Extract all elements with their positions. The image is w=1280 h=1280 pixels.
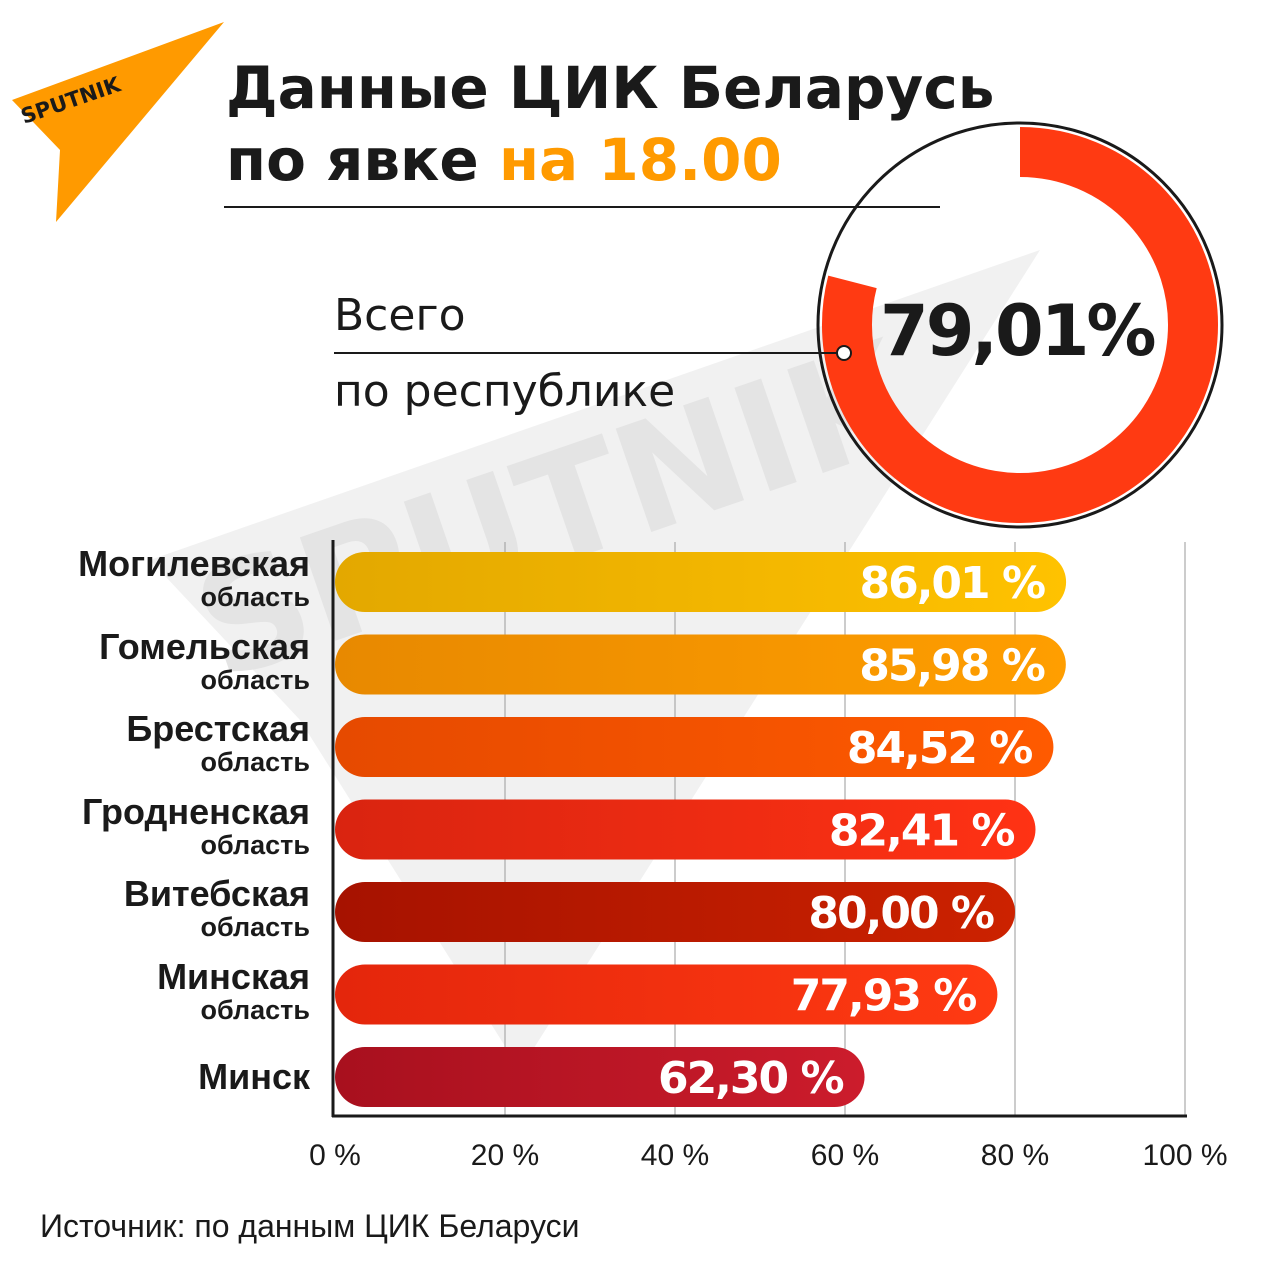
region-label: Брестская область: [126, 708, 310, 778]
region-sub: область: [200, 747, 310, 777]
sputnik-logo: SPUTNIK: [12, 22, 224, 222]
x-tick-label: 20 %: [471, 1139, 539, 1172]
region-sub: область: [200, 912, 310, 942]
x-tick-label: 60 %: [811, 1139, 879, 1172]
source-note: Источник: по данным ЦИК Беларуси: [40, 1208, 580, 1244]
x-tick-label: 40 %: [641, 1139, 709, 1172]
bar-2: [335, 634, 1066, 695]
bar-value-label: 85,98 %: [859, 641, 1044, 692]
x-tick-label: 100 %: [1142, 1139, 1227, 1172]
title-line-1: Данные ЦИК Беларусь: [226, 54, 995, 122]
bar-3: [335, 717, 1054, 777]
logo-shape-icon: [12, 22, 224, 222]
total-label-rule: [334, 352, 838, 354]
region-name: Минск: [198, 1056, 310, 1097]
title-underline: [224, 206, 940, 208]
region-label: Минск: [198, 1059, 310, 1095]
bar-value-label: 82,41 %: [829, 806, 1014, 857]
bar-value-label: 62,30 %: [658, 1053, 843, 1104]
title-line-2-accent: на 18.00: [498, 126, 782, 194]
bar-value-label: 80,00 %: [808, 888, 993, 939]
region-sub: область: [200, 582, 310, 612]
region-sub: область: [200, 664, 310, 695]
x-tick-label: 0 %: [309, 1139, 361, 1172]
x-tick-label: 80 %: [981, 1139, 1049, 1172]
region-name: Могилевская: [78, 543, 310, 584]
total-label-line-1: Всего: [334, 290, 466, 341]
region-name: Гомельская: [99, 625, 310, 667]
region-name: Витебская: [123, 873, 310, 914]
region-sub: область: [200, 829, 310, 860]
page-title: Данные ЦИК Беларусь по явке на 18.00: [226, 52, 994, 196]
region-label: Минская область: [157, 955, 310, 1025]
region-label: Витебская область: [123, 873, 310, 943]
region-name: Минская: [157, 955, 310, 997]
bar-6: [335, 964, 998, 1025]
region-label: Гродненская область: [82, 790, 310, 860]
bar-4: [335, 799, 1036, 860]
total-turnout-value: 79,01%: [880, 290, 1157, 372]
bar-value-label: 77,93 %: [791, 971, 976, 1022]
region-name: Брестская: [126, 708, 310, 749]
bar-1: [335, 552, 1067, 612]
region-label: Могилевская область: [78, 543, 310, 613]
connector-dot-icon: [836, 345, 852, 361]
bar-value-label: 86,01 %: [859, 558, 1044, 609]
bar-value-label: 84,52 %: [847, 723, 1032, 774]
total-label-line-2: по республике: [334, 366, 676, 417]
region-name: Гродненская: [82, 790, 310, 832]
title-line-2-prefix: по явке: [226, 126, 479, 194]
bar-5: [335, 882, 1015, 942]
region-sub: область: [200, 994, 310, 1025]
bar-7: [335, 1047, 865, 1107]
region-label: Гомельская область: [99, 625, 310, 695]
